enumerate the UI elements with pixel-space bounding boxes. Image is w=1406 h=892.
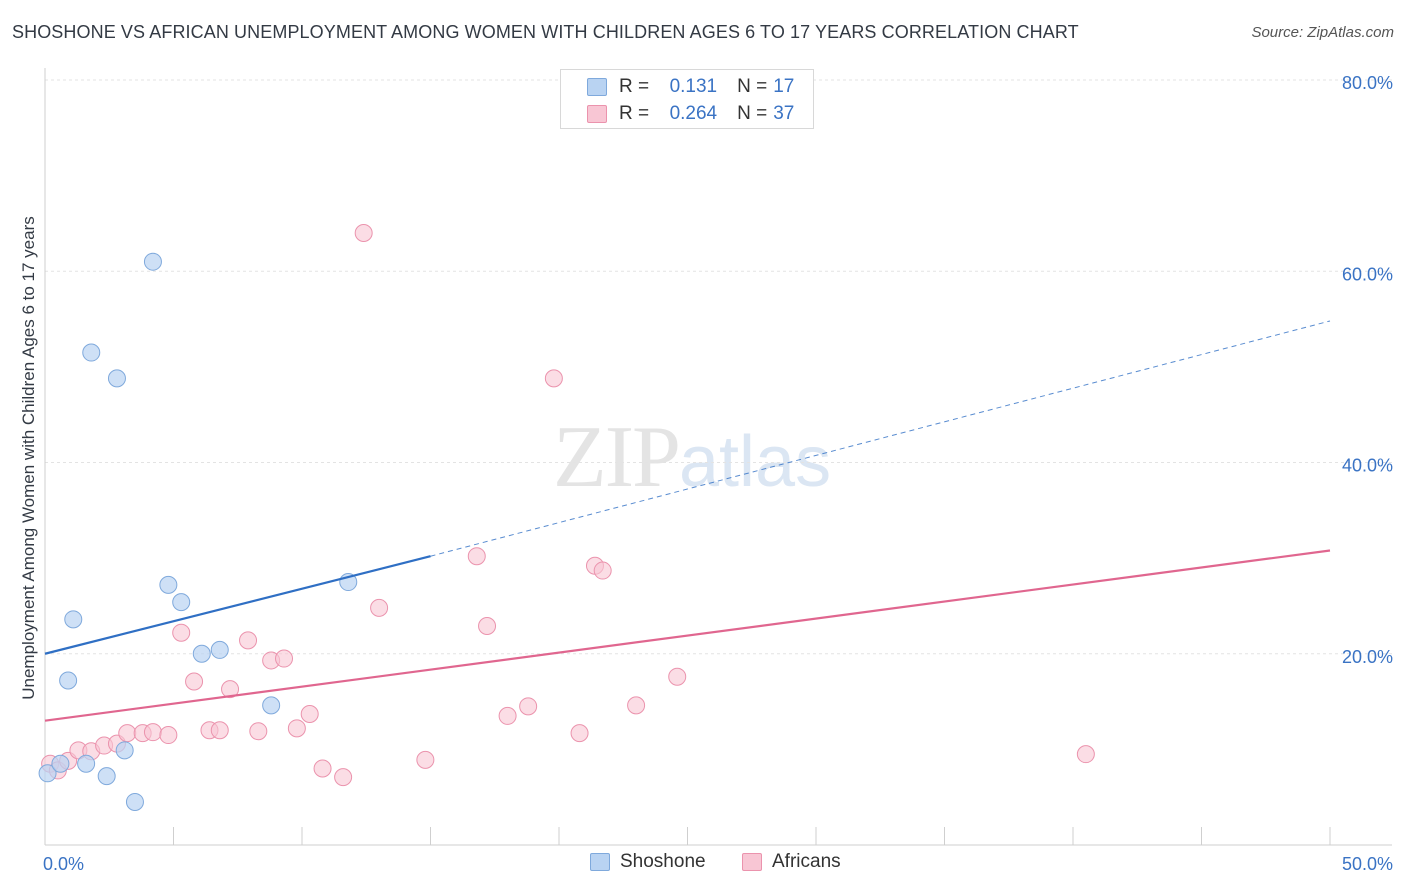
shoshone-point: [38, 764, 57, 783]
legend-row-africans: R = 0.264 N = 37: [587, 101, 794, 127]
chart-title: SHOSHONE VS AFRICAN UNEMPLOYMENT AMONG W…: [12, 22, 1079, 42]
africans-point: [221, 680, 240, 699]
shoshone-trend-extension: [430, 320, 1331, 557]
legend-n-label: N =: [737, 103, 768, 124]
shoshone-point: [51, 754, 70, 773]
legend-r-label: R =: [619, 103, 650, 124]
africans-trend-line: [44, 549, 1331, 722]
legend-n-value: 17: [773, 76, 795, 97]
x-tick-label: 0.0%: [43, 854, 84, 874]
africans-point: [239, 631, 258, 650]
series-legend-label: Africans: [772, 851, 841, 872]
shoshone-point: [64, 610, 83, 629]
africans-point: [627, 696, 646, 715]
africans-point: [593, 561, 612, 580]
africans-swatch: [742, 853, 762, 871]
legend-r-value: 0.264: [669, 103, 718, 124]
shoshone-point: [172, 593, 191, 612]
africans-point: [300, 704, 319, 723]
africans-point: [519, 697, 538, 716]
series-legend-label: Shoshone: [620, 851, 706, 872]
africans-point: [544, 369, 563, 388]
shoshone-point: [77, 754, 96, 773]
source-credit: Source: ZipAtlas.com: [1251, 24, 1394, 41]
legend-r-label: R =: [619, 76, 650, 97]
y-tick-label: 80.0%: [1342, 73, 1393, 93]
shoshone-point: [143, 252, 162, 271]
shoshone-swatch: [587, 78, 607, 96]
shoshone-swatch: [590, 853, 610, 871]
shoshone-point: [125, 792, 144, 811]
africans-point: [467, 547, 486, 566]
africans-point: [210, 721, 229, 740]
africans-point: [313, 759, 332, 778]
shoshone-point: [97, 767, 116, 786]
shoshone-point: [107, 369, 126, 388]
africans-point: [498, 706, 517, 725]
africans-point: [118, 724, 137, 743]
shoshone-point: [192, 644, 211, 663]
legend-n-label: N =: [737, 76, 768, 97]
africans-point: [172, 623, 191, 642]
africans-point: [416, 750, 435, 769]
series-legend: Shoshone Africans: [0, 851, 1406, 877]
africans-point: [570, 724, 589, 743]
africans-point: [185, 672, 204, 691]
africans-point: [334, 768, 353, 787]
series-legend-shoshone[interactable]: Shoshone: [590, 851, 706, 873]
shoshone-point: [210, 640, 229, 659]
legend-r-value: 0.131: [669, 76, 718, 97]
africans-point: [370, 598, 389, 617]
africans-point: [159, 726, 178, 745]
x-tick-label: 50.0%: [1342, 854, 1393, 874]
africans-point: [478, 617, 497, 636]
y-tick-label: 60.0%: [1342, 264, 1393, 284]
shoshone-point: [262, 696, 281, 715]
shoshone-trend-line: [44, 555, 431, 655]
legend-n-value: 37: [773, 103, 795, 124]
africans-point: [1076, 745, 1095, 764]
shoshone-point: [59, 671, 78, 690]
africans-swatch: [587, 105, 607, 123]
africans-point: [668, 667, 687, 686]
shoshone-point: [82, 343, 101, 362]
legend-row-shoshone: R = 0.131 N = 17: [587, 74, 794, 100]
africans-point: [287, 719, 306, 738]
africans-point: [354, 224, 373, 242]
y-tick-label: 20.0%: [1342, 647, 1393, 667]
africans-point: [143, 723, 162, 742]
y-tick-label: 40.0%: [1342, 456, 1393, 476]
series-legend-africans[interactable]: Africans: [742, 851, 841, 873]
correlation-legend: R = 0.131 N = 17 R = 0.264 N = 37: [560, 69, 814, 129]
shoshone-point: [159, 575, 178, 594]
africans-point: [249, 722, 268, 741]
africans-point: [275, 649, 294, 668]
shoshone-point: [115, 741, 134, 760]
